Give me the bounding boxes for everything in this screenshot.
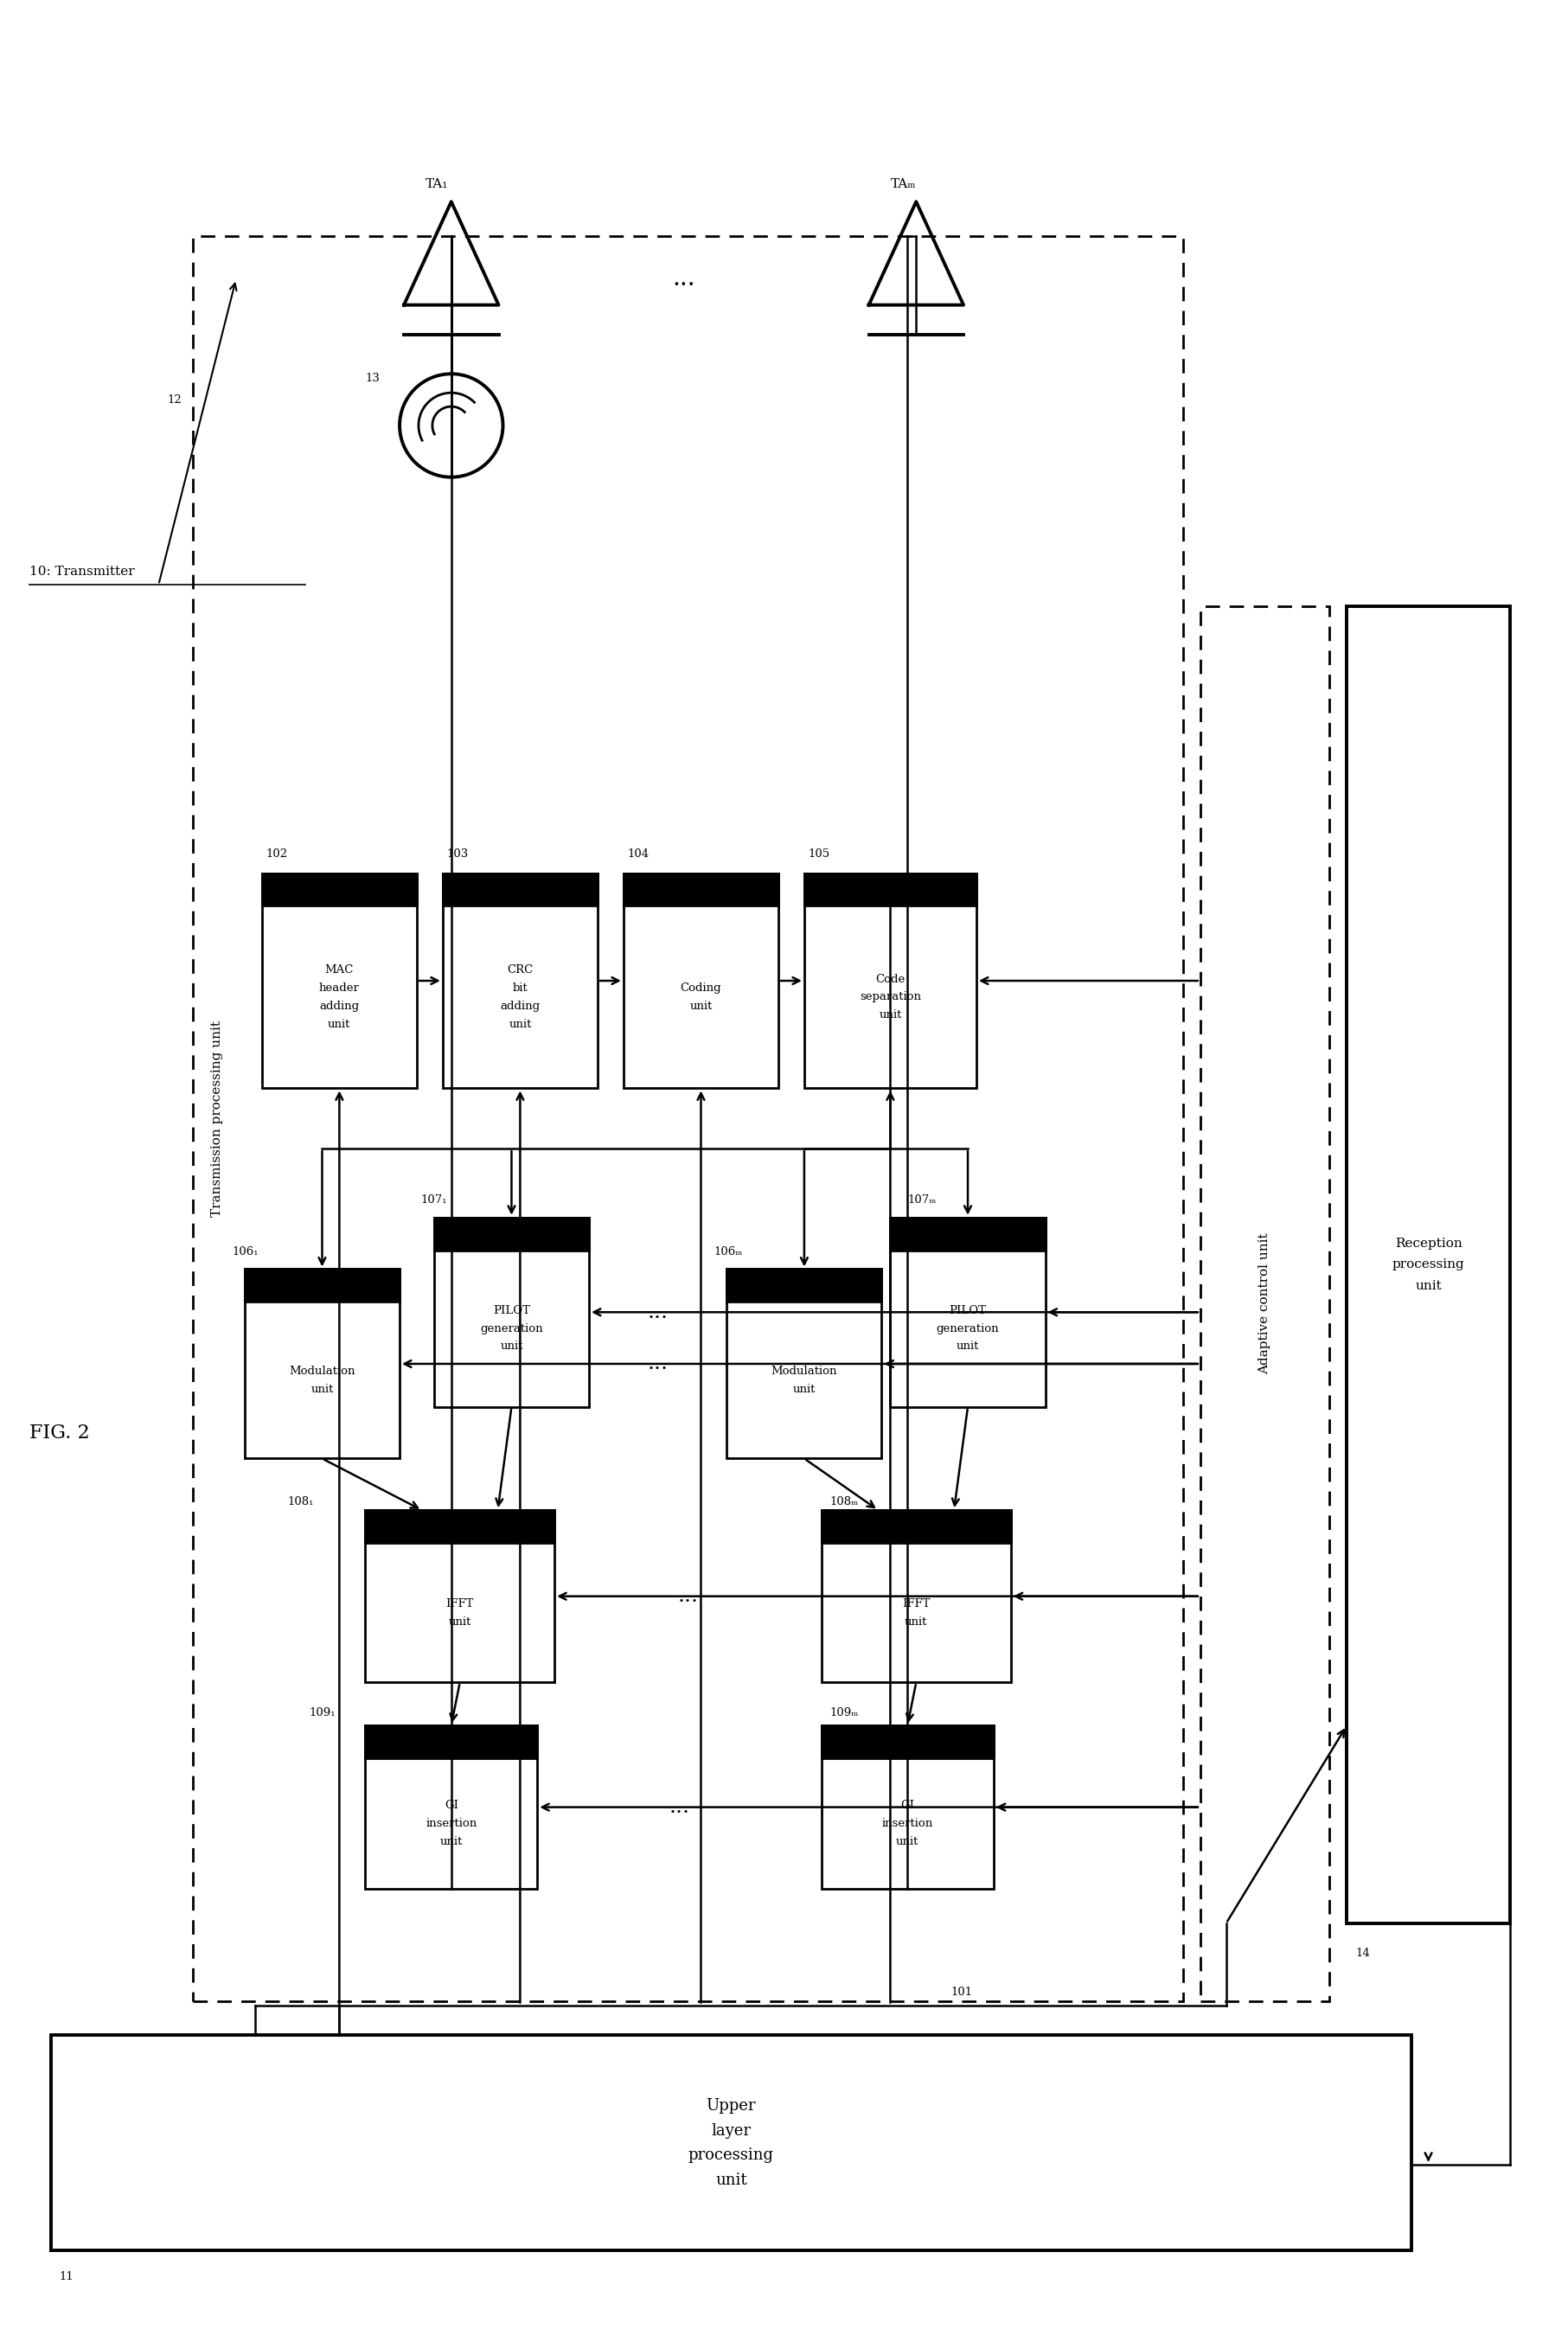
- Bar: [365, 1726, 538, 1759]
- Text: unit: unit: [508, 1019, 532, 1030]
- Text: ...: ...: [677, 1586, 698, 1607]
- Text: 103: 103: [447, 848, 469, 860]
- Bar: [822, 1511, 1011, 1682]
- Text: 101: 101: [950, 1986, 972, 1998]
- Text: TAₘ: TAₘ: [891, 178, 916, 190]
- Text: unit: unit: [441, 1836, 463, 1848]
- Text: processing: processing: [1392, 1258, 1465, 1272]
- Text: Adaptive control unit: Adaptive control unit: [1259, 1232, 1270, 1375]
- Text: unit: unit: [448, 1616, 472, 1628]
- Bar: [1347, 607, 1510, 1923]
- Bar: [442, 874, 597, 906]
- Bar: [365, 1511, 555, 1682]
- Text: ...: ...: [648, 1302, 668, 1323]
- Text: ...: ...: [648, 1354, 668, 1375]
- Text: PILOT: PILOT: [949, 1304, 986, 1316]
- Bar: [891, 1218, 1046, 1408]
- Bar: [804, 874, 977, 1089]
- Bar: [726, 1269, 881, 1459]
- Text: 13: 13: [365, 372, 379, 384]
- Text: unit: unit: [328, 1019, 351, 1030]
- Text: insertion: insertion: [425, 1817, 477, 1829]
- Text: 108₁: 108₁: [287, 1497, 314, 1508]
- Text: Upper: Upper: [706, 2098, 756, 2115]
- Bar: [822, 1726, 994, 1759]
- Bar: [262, 874, 417, 906]
- Text: GI: GI: [900, 1801, 914, 1810]
- Text: separation: separation: [859, 991, 920, 1002]
- Text: unit: unit: [715, 2171, 746, 2187]
- Bar: [804, 874, 977, 906]
- Bar: [245, 1269, 400, 1302]
- Text: GI: GI: [444, 1801, 458, 1810]
- Text: 109ₘ: 109ₘ: [829, 1707, 859, 1719]
- Text: 105: 105: [809, 848, 831, 860]
- Text: IFFT: IFFT: [902, 1597, 930, 1609]
- Text: ...: ...: [670, 1796, 690, 1817]
- Bar: [1200, 607, 1330, 2000]
- Text: 10: Transmitter: 10: Transmitter: [30, 567, 135, 578]
- Text: 107₁: 107₁: [422, 1194, 447, 1206]
- Text: 12: 12: [168, 393, 182, 405]
- Text: Transmission processing unit: Transmission processing unit: [212, 1021, 223, 1215]
- Text: Modulation: Modulation: [771, 1365, 837, 1377]
- Text: bit: bit: [513, 984, 528, 993]
- Text: 14: 14: [1355, 1949, 1370, 1960]
- Text: Modulation: Modulation: [289, 1365, 356, 1377]
- Text: 106ₘ: 106ₘ: [713, 1246, 743, 1258]
- Text: Coding: Coding: [681, 984, 721, 993]
- Text: 108ₘ: 108ₘ: [829, 1497, 859, 1508]
- Text: IFFT: IFFT: [445, 1597, 474, 1609]
- Text: FIG. 2: FIG. 2: [30, 1424, 89, 1443]
- Bar: [262, 874, 417, 1089]
- Text: CRC: CRC: [506, 965, 533, 977]
- Text: insertion: insertion: [881, 1817, 933, 1829]
- Bar: [365, 1726, 538, 1890]
- Text: unit: unit: [690, 1000, 712, 1012]
- Bar: [365, 1511, 555, 1543]
- Text: 104: 104: [627, 848, 649, 860]
- Bar: [245, 1269, 400, 1459]
- Text: 11: 11: [60, 2272, 74, 2281]
- Text: 107ₘ: 107ₘ: [908, 1194, 936, 1206]
- Text: ...: ...: [673, 267, 695, 290]
- Text: unit: unit: [905, 1616, 928, 1628]
- Bar: [822, 1511, 1011, 1543]
- Bar: [891, 1218, 1046, 1251]
- Text: 102: 102: [267, 848, 289, 860]
- Text: Code: Code: [875, 974, 905, 984]
- Text: MAC: MAC: [325, 965, 354, 977]
- Text: generation: generation: [936, 1323, 999, 1335]
- Bar: [193, 237, 1182, 2000]
- Bar: [624, 874, 778, 906]
- Text: unit: unit: [793, 1384, 815, 1396]
- Bar: [726, 1269, 881, 1302]
- Text: generation: generation: [480, 1323, 543, 1335]
- Text: TA₁: TA₁: [425, 178, 448, 190]
- Text: unit: unit: [310, 1384, 334, 1396]
- Text: 109₁: 109₁: [309, 1707, 336, 1719]
- Text: adding: adding: [500, 1000, 539, 1012]
- Text: 106₁: 106₁: [232, 1246, 259, 1258]
- Bar: [434, 1218, 590, 1251]
- Bar: [624, 874, 778, 1089]
- Text: unit: unit: [897, 1836, 919, 1848]
- Text: unit: unit: [500, 1342, 524, 1351]
- Text: unit: unit: [1414, 1279, 1441, 1293]
- Text: Reception: Reception: [1396, 1239, 1461, 1251]
- Text: unit: unit: [880, 1009, 902, 1021]
- Text: header: header: [318, 984, 359, 993]
- Bar: [442, 874, 597, 1089]
- Text: adding: adding: [320, 1000, 359, 1012]
- Text: processing: processing: [688, 2148, 775, 2164]
- Text: layer: layer: [712, 2122, 751, 2138]
- Text: unit: unit: [956, 1342, 978, 1351]
- Text: PILOT: PILOT: [492, 1304, 530, 1316]
- Bar: [434, 1218, 590, 1408]
- Bar: [50, 2035, 1411, 2251]
- Bar: [822, 1726, 994, 1890]
